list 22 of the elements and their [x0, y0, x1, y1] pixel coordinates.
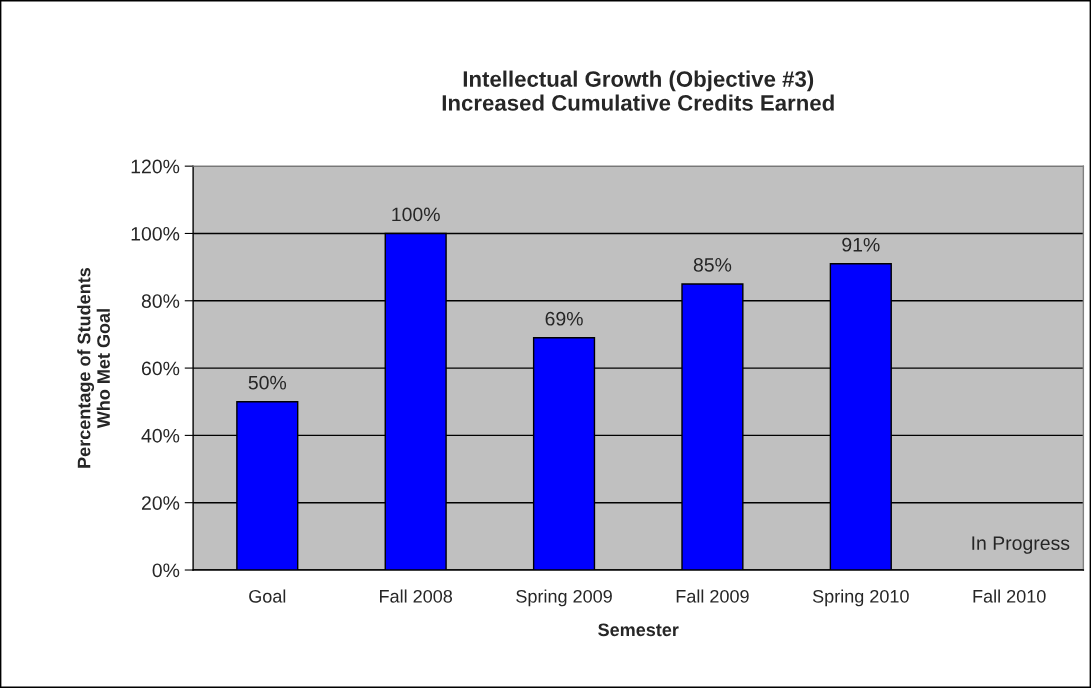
- data-label: 100%: [392, 207, 440, 222]
- y-tick-label: 100%: [131, 226, 180, 241]
- data-label: 50%: [248, 375, 287, 390]
- x-axis-title: Semester: [598, 623, 679, 637]
- data-label: 85%: [693, 258, 732, 272]
- x-tick-label: Spring 2010: [812, 589, 909, 607]
- y-axis-title: Percentage of Students Who Met Goal: [77, 267, 110, 468]
- x-tick-label: Fall 2010: [973, 589, 1046, 603]
- x-tick-label: Fall 2008: [380, 589, 453, 603]
- annotation: In Progress: [972, 536, 1070, 554]
- x-tick-label: Goal: [249, 589, 286, 603]
- y-tick-label: 80%: [141, 294, 180, 309]
- y-tick-label: 40%: [141, 428, 180, 443]
- data-label: 91%: [842, 237, 880, 252]
- y-tick-label: 0%: [152, 563, 180, 578]
- data-label: 69%: [545, 311, 583, 326]
- x-tick-label: Spring 2009: [516, 589, 612, 607]
- y-tick-label: 120%: [131, 159, 180, 174]
- x-tick-label: Fall 2009: [676, 589, 749, 603]
- y-tick-label: 60%: [141, 361, 180, 376]
- chart-title: Intellectual Growth (Objective #3) Increased Cumulative Credits Earned: [442, 70, 834, 111]
- y-tick-label: 20%: [141, 496, 180, 510]
